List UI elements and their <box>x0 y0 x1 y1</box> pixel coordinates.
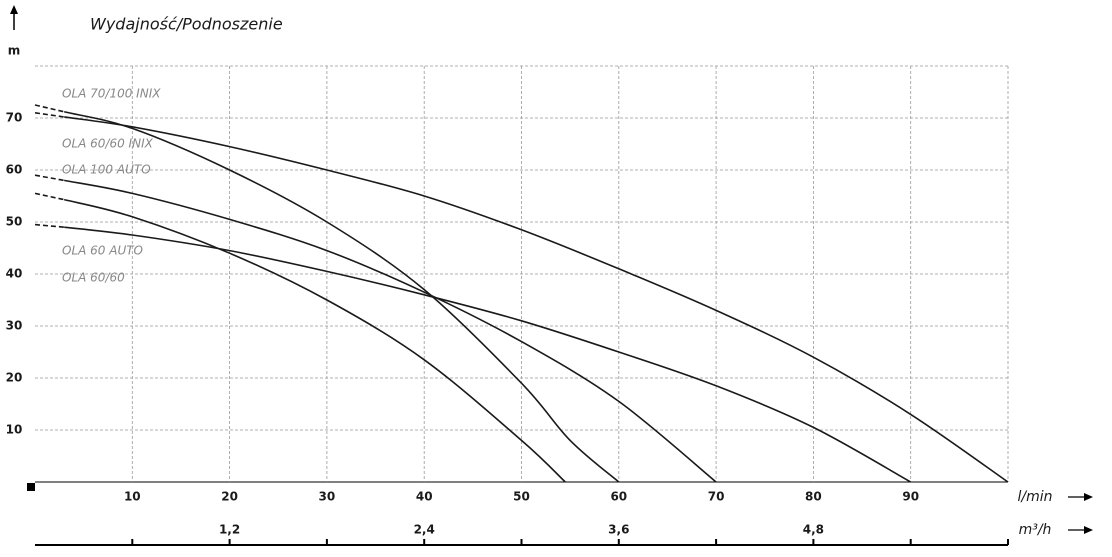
chart-title: Wydajność/Podnoszenie <box>90 15 283 34</box>
x2-tick-label: 2,4 <box>414 523 435 537</box>
x2-tick-label: 3,6 <box>608 523 629 537</box>
origin-marker <box>27 483 35 491</box>
series-line-start <box>34 223 65 228</box>
x-axis-label: l/min <box>1017 489 1052 505</box>
x-tick-label: 90 <box>902 490 919 504</box>
x2-tick-label: 4,8 <box>803 523 824 537</box>
x-tick-label: 80 <box>805 490 822 504</box>
series-line-start <box>34 174 65 182</box>
legend-label: OLA 60/60 INIX <box>62 137 154 151</box>
x-tick-label: 30 <box>319 490 336 504</box>
y-tick-label: 10 <box>6 423 23 437</box>
series-line <box>64 110 620 483</box>
x2-tick-label: 1,2 <box>219 523 240 537</box>
legend-label: OLA 100 AUTO <box>62 163 151 177</box>
y-arrow-head <box>10 5 18 14</box>
series-line <box>64 179 717 483</box>
x-tick-label: 60 <box>610 490 627 504</box>
series-line-start <box>34 112 65 118</box>
x2-arrow-head <box>1084 526 1093 534</box>
y-tick-label: 30 <box>6 319 23 333</box>
x-tick-label: 50 <box>513 490 530 504</box>
x-tick-label: 70 <box>708 490 725 504</box>
series-line-start <box>34 104 65 113</box>
series-line <box>64 116 1009 483</box>
series-line-start <box>34 192 65 201</box>
x2-axis-label: m³/h <box>1019 522 1052 538</box>
series-line <box>64 198 566 483</box>
y-tick-label: 20 <box>6 371 23 385</box>
legend-label: OLA 60 AUTO <box>62 244 143 258</box>
x-arrow-head <box>1084 493 1093 501</box>
y-tick-label: 50 <box>6 215 23 229</box>
y-tick-label: 70 <box>6 111 23 125</box>
x-tick-label: 10 <box>124 490 141 504</box>
y-axis-label: m <box>8 44 21 58</box>
legend-label: OLA 70/100 INIX <box>62 87 161 101</box>
x-tick-label: 40 <box>416 490 433 504</box>
x-tick-label: 20 <box>221 490 238 504</box>
legend-label: OLA 60/60 <box>62 271 125 285</box>
y-tick-label: 40 <box>6 267 23 281</box>
y-tick-label: 60 <box>6 163 23 177</box>
series-line <box>64 226 912 483</box>
